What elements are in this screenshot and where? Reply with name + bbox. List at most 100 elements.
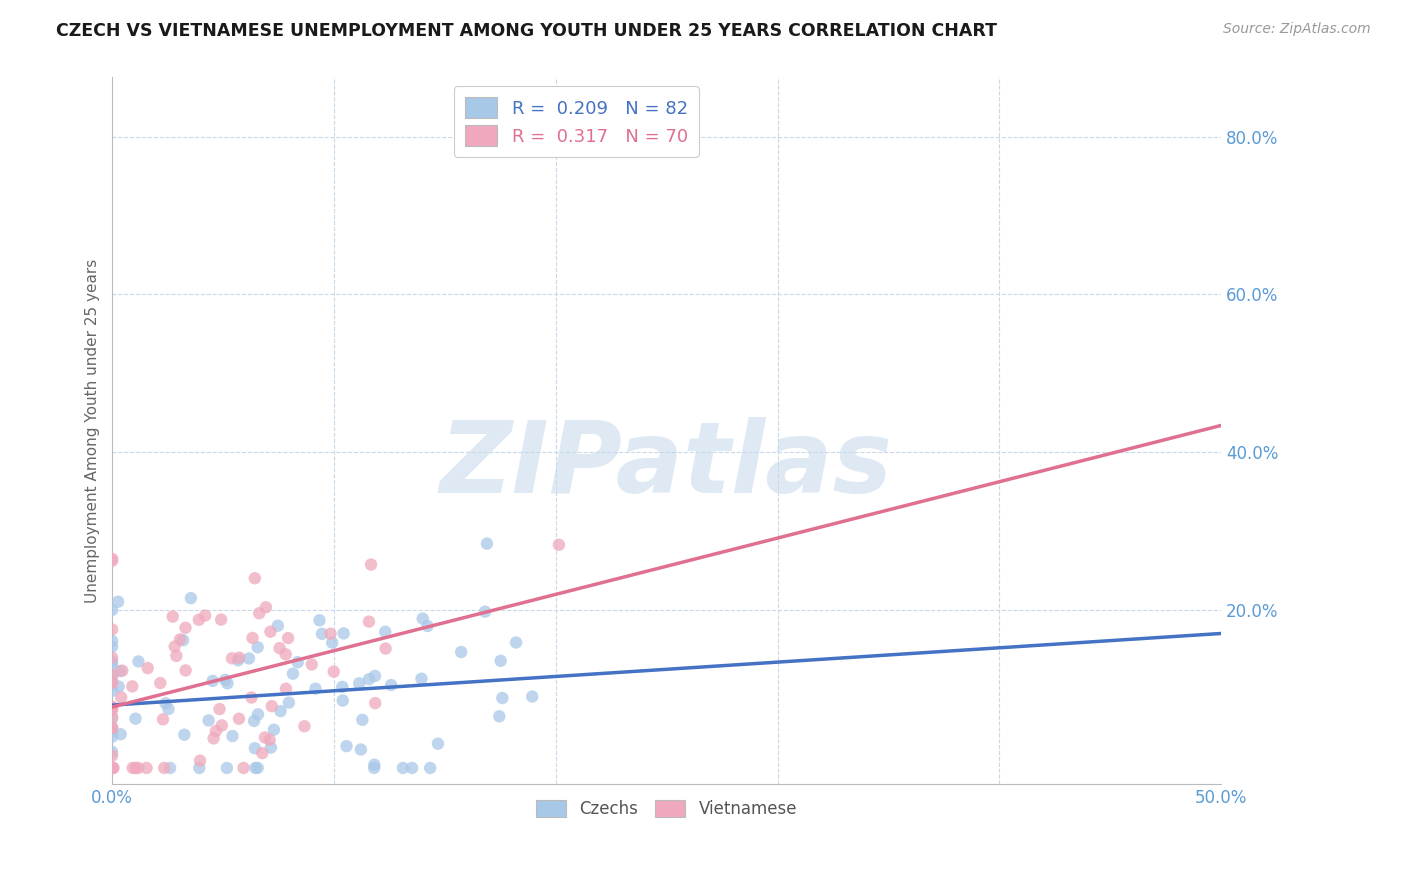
Point [505,635,527,649]
Y-axis label: Unemployment Among Youth under 25 years: Unemployment Among Youth under 25 years [86,259,100,603]
Point [301,657,323,672]
Point [274,648,297,662]
Point [281,666,304,681]
Point [228,712,250,726]
Point [474,605,496,619]
Point [243,741,266,756]
Point [101,724,124,739]
Point [246,640,269,655]
Point [194,608,217,623]
Point [294,719,316,733]
Point [101,748,124,763]
Point [101,703,124,717]
Point [101,721,124,735]
Point [522,690,544,704]
Point [426,737,449,751]
Point [101,650,124,665]
Point [277,696,299,710]
Point [101,761,124,775]
Point [107,680,129,694]
Point [101,655,124,669]
Text: Source: ZipAtlas.com: Source: ZipAtlas.com [1223,22,1371,37]
Point [157,702,180,716]
Point [243,571,266,585]
Point [101,761,124,775]
Point [254,600,277,615]
Point [308,613,330,627]
Point [475,536,498,550]
Point [101,745,124,759]
Point [363,757,385,772]
Point [107,595,129,609]
Point [163,640,186,654]
Point [245,761,267,775]
Point [180,591,202,606]
Point [136,661,159,675]
Point [108,664,131,678]
Point [101,711,124,725]
Point [110,690,132,705]
Point [110,727,132,741]
Point [101,669,124,683]
Point [209,613,232,627]
Text: ZIPatlas: ZIPatlas [440,417,893,515]
Point [259,624,281,639]
Point [243,714,266,728]
Point [162,609,184,624]
Point [246,707,269,722]
Point [311,627,333,641]
Point [101,761,124,775]
Point [260,699,283,714]
Point [111,664,134,678]
Point [253,731,276,745]
Point [321,635,343,649]
Point [101,668,124,682]
Point [352,713,374,727]
Point [226,653,249,667]
Point [101,721,124,735]
Point [101,761,124,775]
Point [322,665,344,679]
Point [188,754,211,768]
Point [232,761,254,775]
Point [101,761,124,775]
Point [217,676,239,690]
Point [263,723,285,737]
Text: CZECH VS VIETNAMESE UNEMPLOYMENT AMONG YOUTH UNDER 25 YEARS CORRELATION CHART: CZECH VS VIETNAMESE UNEMPLOYMENT AMONG Y… [56,22,997,40]
Point [174,664,197,678]
Point [205,724,228,739]
Point [159,761,181,775]
Point [411,672,433,686]
Point [304,681,326,696]
Point [165,648,187,663]
Point [246,761,269,775]
Point [127,761,149,775]
Point [153,761,176,775]
Point [274,681,297,696]
Point [101,675,124,690]
Point [489,654,512,668]
Point [242,631,264,645]
Point [215,761,238,775]
Point [172,633,194,648]
Point [201,673,224,688]
Point [392,761,415,775]
Point [267,618,290,632]
Point [416,619,439,633]
Point [319,626,342,640]
Point [101,640,124,654]
Point [169,632,191,647]
Point [228,650,250,665]
Point [260,740,283,755]
Point [211,718,233,732]
Point [197,714,219,728]
Point [188,761,211,775]
Point [103,761,125,775]
Point [101,675,124,690]
Point [101,634,124,648]
Point [121,679,143,693]
Point [152,712,174,726]
Point [101,710,124,724]
Point [101,761,124,775]
Point [359,672,381,686]
